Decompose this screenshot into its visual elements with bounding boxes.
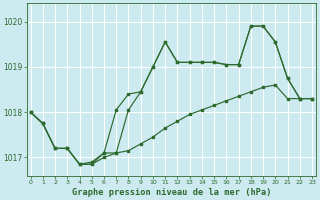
X-axis label: Graphe pression niveau de la mer (hPa): Graphe pression niveau de la mer (hPa) (72, 188, 271, 197)
